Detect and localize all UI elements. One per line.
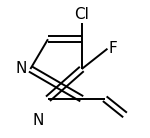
Text: N: N — [33, 113, 44, 128]
Text: N: N — [15, 62, 27, 76]
Text: F: F — [108, 41, 117, 56]
Text: Cl: Cl — [74, 7, 89, 22]
